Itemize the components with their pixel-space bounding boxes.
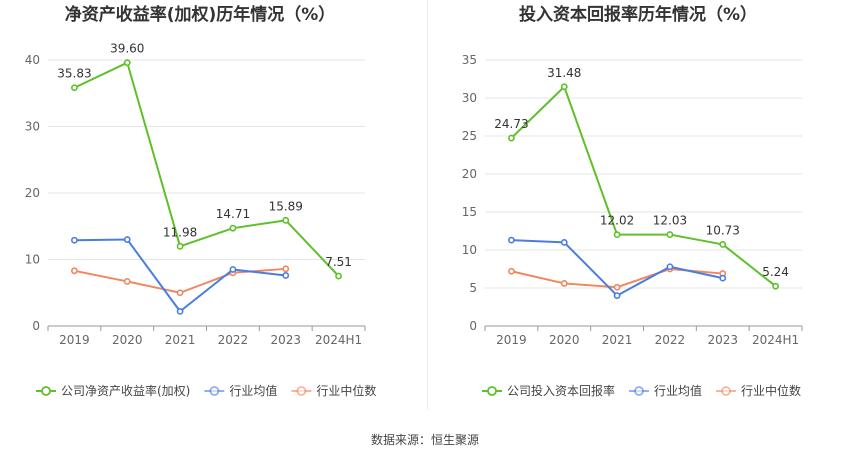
chart1-data-label: 7.51 [325, 255, 352, 269]
chart2-data-label: 24.73 [494, 117, 528, 131]
chart2-series-1-point [613, 231, 621, 239]
chart2-y-tick-label: 25 [462, 129, 477, 143]
chart1-legend-marker [209, 386, 220, 396]
chart2-x-tick-label: 2019 [496, 333, 527, 347]
chart1-legend-marker [41, 386, 51, 396]
chart2-legend-marker [634, 386, 644, 396]
chart1-legend-label: 行业均值 [229, 383, 277, 398]
chart2-legend-marker [721, 386, 731, 396]
chart2-y-tick-label: 0 [469, 319, 477, 333]
chart2-data-label: 12.03 [653, 214, 687, 228]
chart2-series-2-point [613, 292, 621, 299]
chart2-y-tick-label: 15 [462, 205, 477, 219]
chart2-series-1-line [510, 85, 777, 287]
chart1-series-1-point [176, 242, 184, 250]
chart1-data-label: 35.83 [57, 67, 91, 81]
chart2-legend-label: 行业均值 [654, 383, 702, 398]
chart2-data-label: 31.48 [547, 66, 581, 80]
chart2-series-2-point [666, 263, 674, 271]
chart2-x-tick-label: 2021 [602, 333, 633, 347]
chart2-series-2-point [508, 236, 515, 244]
chart1-x-tick-label: 2021 [165, 333, 196, 347]
chart2-data-label: 10.73 [706, 223, 740, 237]
chart1-title: 净资产收益率(加权)历年情况（%） [65, 4, 336, 25]
chart1-data-label: 14.71 [216, 207, 250, 221]
chart2-data-label: 12.02 [600, 214, 634, 228]
chart1-series-3-point [282, 265, 290, 273]
chart1-series-1-point [71, 84, 78, 92]
chart1-y-tick-label: 30 [25, 120, 40, 134]
chart2-series-1-point [560, 83, 568, 91]
chart2-y-tick-label: 5 [469, 281, 477, 295]
chart2-data-label: 5.24 [762, 265, 789, 279]
chart2-series-1-point [719, 241, 727, 248]
chart1-series-1-line [73, 61, 340, 277]
chart2-title: 投入资本回报率历年情况（%） [519, 4, 757, 25]
panel-divider [427, 0, 428, 410]
chart1-series-2-point [282, 272, 290, 279]
chart2-x-tick-label: 2023 [707, 333, 738, 347]
chart1-x-tick-label: 2023 [270, 333, 301, 347]
chart2-y-tick-label: 10 [462, 243, 477, 257]
chart1-x-tick-label: 2024H1 [315, 333, 362, 347]
chart2-series-1-point [772, 282, 779, 290]
chart2-series-1-point [666, 231, 674, 238]
chart1-series-1-point [123, 59, 131, 67]
chart1-y-tick-label: 40 [25, 53, 40, 67]
chart1-series-1-point [335, 272, 342, 280]
chart2-x-tick-label: 2022 [655, 333, 686, 347]
chart1-x-tick-label: 2020 [112, 333, 143, 347]
chart1-data-label: 39.60 [110, 42, 144, 56]
chart1-series-2-point [123, 236, 131, 243]
chart1-y-tick-label: 20 [25, 186, 40, 200]
chart1-legend-label: 行业中位数 [316, 383, 376, 398]
chart2-legend-label: 行业中位数 [741, 383, 801, 398]
chart1-data-label: 15.89 [269, 199, 303, 213]
chart1-series-3-point [123, 278, 131, 285]
chart1-x-tick-label: 2022 [218, 333, 249, 347]
chart2-series-3-point [560, 280, 568, 287]
chart2-x-tick-label: 2020 [549, 333, 580, 347]
chart2-legend-marker [487, 386, 497, 396]
chart2-series-3-point [613, 283, 621, 291]
chart1-series-1-point [282, 216, 290, 224]
chart1-series-3-point [176, 289, 184, 297]
chart1-legend-marker [296, 386, 307, 396]
chart1-data-label: 11.98 [163, 225, 197, 239]
chart1-y-tick-label: 10 [25, 253, 40, 267]
data-source-note: 数据来源：恒生聚源 [370, 433, 479, 447]
chart2-y-tick-label: 20 [462, 167, 477, 181]
chart2-series-2-point [560, 238, 568, 246]
chart2-legend-label: 公司投入资本回报率 [507, 383, 615, 398]
chart1-series-2-point [71, 236, 78, 244]
chart2-series-1-point [508, 134, 515, 142]
chart1-series-2-point [229, 266, 237, 273]
chart2-x-tick-label: 2024H1 [752, 333, 799, 347]
chart2-series-2-point [719, 274, 727, 282]
chart1-series-3-point [71, 267, 78, 275]
chart1-x-tick-label: 2019 [59, 333, 90, 347]
chart1-series-1-point [229, 224, 237, 232]
chart1-legend-label: 公司净资产收益率(加权) [61, 383, 190, 398]
chart2-series-3-point [508, 267, 515, 275]
chart1-series-2-line [74, 238, 286, 313]
chart2-y-tick-label: 30 [462, 91, 477, 105]
chart2-y-tick-label: 35 [462, 53, 477, 67]
chart1-y-tick-label: 0 [32, 319, 40, 333]
chart1-series-2-point [176, 307, 184, 315]
